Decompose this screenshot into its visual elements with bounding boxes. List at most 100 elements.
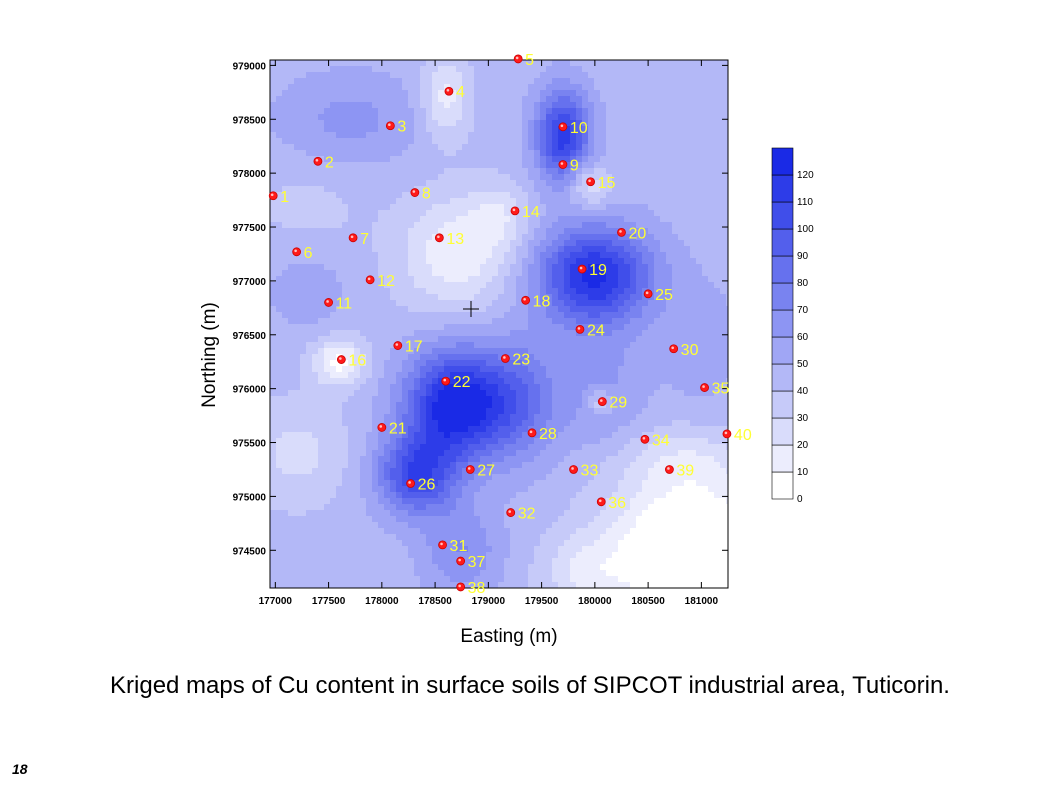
contour-cell	[324, 66, 331, 73]
contour-cell	[546, 240, 553, 247]
contour-cell	[480, 138, 487, 145]
contour-cell	[654, 228, 661, 235]
contour-cell	[606, 348, 613, 355]
contour-cell	[360, 210, 367, 217]
contour-cell	[348, 150, 355, 157]
contour-cell	[714, 138, 721, 145]
contour-cell	[456, 120, 463, 127]
contour-cell	[372, 120, 379, 127]
contour-cell	[690, 390, 697, 397]
contour-cell	[354, 120, 361, 127]
contour-cell	[456, 336, 463, 343]
contour-cell	[606, 426, 613, 433]
contour-cell	[636, 324, 643, 331]
contour-cell	[606, 342, 613, 349]
contour-cell	[498, 78, 505, 85]
contour-cell	[270, 342, 277, 349]
contour-cell	[546, 366, 553, 373]
contour-cell	[546, 342, 553, 349]
contour-cell	[630, 204, 637, 211]
contour-cell	[390, 234, 397, 241]
contour-cell	[402, 420, 409, 427]
contour-cell	[672, 372, 679, 379]
contour-cell	[330, 204, 337, 211]
contour-cell	[318, 288, 325, 295]
contour-cell	[474, 300, 481, 307]
contour-cell	[348, 204, 355, 211]
contour-cell	[528, 336, 535, 343]
contour-cell	[612, 408, 619, 415]
contour-cell	[600, 204, 607, 211]
contour-cell	[654, 438, 661, 445]
contour-cell	[456, 252, 463, 259]
contour-cell	[576, 144, 583, 151]
contour-cell	[504, 174, 511, 181]
contour-cell	[702, 96, 709, 103]
contour-cell	[540, 132, 547, 139]
contour-cell	[612, 306, 619, 313]
contour-cell	[444, 246, 451, 253]
contour-cell	[342, 132, 349, 139]
contour-cell	[600, 336, 607, 343]
contour-cell	[270, 432, 277, 439]
contour-cell	[552, 144, 559, 151]
contour-cell	[402, 378, 409, 385]
contour-cell	[576, 288, 583, 295]
contour-cell	[474, 138, 481, 145]
contour-cell	[294, 78, 301, 85]
contour-cell	[630, 240, 637, 247]
contour-cell	[684, 144, 691, 151]
contour-cell	[372, 246, 379, 253]
contour-cell	[282, 168, 289, 175]
contour-cell	[612, 120, 619, 127]
contour-cell	[444, 360, 451, 367]
contour-cell	[426, 396, 433, 403]
contour-cell	[522, 432, 529, 439]
contour-cell	[582, 300, 589, 307]
contour-cell	[402, 120, 409, 127]
contour-cell	[498, 222, 505, 229]
contour-cell	[396, 294, 403, 301]
contour-cell	[564, 162, 571, 169]
contour-cell	[702, 198, 709, 205]
contour-cell	[624, 234, 631, 241]
contour-cell	[354, 294, 361, 301]
contour-cell	[672, 60, 679, 67]
contour-cell	[672, 192, 679, 199]
contour-cell	[402, 90, 409, 97]
contour-cell	[564, 372, 571, 379]
contour-cell	[648, 384, 655, 391]
contour-cell	[690, 150, 697, 157]
contour-cell	[540, 144, 547, 151]
contour-cell	[372, 132, 379, 139]
contour-cell	[444, 294, 451, 301]
contour-cell	[342, 276, 349, 283]
contour-cell	[294, 258, 301, 265]
contour-cell	[726, 120, 728, 127]
contour-cell	[360, 342, 367, 349]
contour-cell	[600, 312, 607, 319]
contour-cell	[606, 312, 613, 319]
contour-cell	[420, 132, 427, 139]
contour-cell	[396, 384, 403, 391]
contour-cell	[300, 138, 307, 145]
contour-cell	[552, 174, 559, 181]
contour-cell	[636, 294, 643, 301]
contour-cell	[366, 144, 373, 151]
contour-cell	[624, 306, 631, 313]
contour-cell	[390, 126, 397, 133]
contour-cell	[606, 126, 613, 133]
contour-cell	[504, 288, 511, 295]
contour-cell	[486, 78, 493, 85]
contour-cell	[270, 306, 277, 313]
contour-cell	[486, 270, 493, 277]
contour-cell	[384, 408, 391, 415]
contour-cell	[522, 144, 529, 151]
contour-cell	[324, 72, 331, 79]
contour-cell	[426, 240, 433, 247]
contour-cell	[342, 192, 349, 199]
contour-cell	[396, 270, 403, 277]
contour-cell	[396, 318, 403, 325]
contour-cell	[516, 60, 523, 67]
contour-cell	[498, 306, 505, 313]
